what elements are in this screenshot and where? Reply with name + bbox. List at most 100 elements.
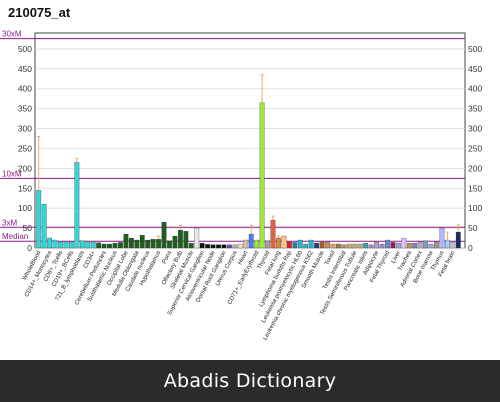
- bar: [330, 243, 336, 249]
- x-axis-categories: WholeBloodCD14+_MonocytesCD8+_TcellsCD19…: [22, 250, 457, 342]
- bar: [363, 243, 369, 249]
- bar: [205, 244, 211, 249]
- bar: [341, 244, 347, 249]
- bar: [101, 243, 107, 249]
- bar: [74, 162, 80, 249]
- bar: [319, 241, 325, 249]
- y-tick-label-left: 0: [27, 243, 32, 253]
- bar: [325, 241, 330, 249]
- y-tick-label-right: 350: [468, 104, 482, 114]
- bar: [69, 241, 74, 249]
- y-tick-label-left: 250: [18, 143, 32, 153]
- bar: [434, 241, 439, 249]
- bar: [79, 240, 85, 249]
- bar: [352, 243, 358, 249]
- bar: [123, 233, 129, 249]
- bar: [336, 243, 341, 249]
- bar: [308, 239, 314, 249]
- bar: [183, 231, 189, 249]
- y-tick-label-right: 250: [468, 143, 482, 153]
- bar: [36, 190, 42, 249]
- grid-lines: [35, 48, 465, 249]
- bar: [58, 241, 63, 249]
- bar: [401, 237, 407, 249]
- bar: [281, 235, 287, 249]
- bar: [96, 242, 102, 249]
- y-tick-label-right: 500: [468, 44, 482, 54]
- bar: [412, 243, 418, 249]
- bar: [286, 241, 292, 249]
- bar: [85, 242, 91, 249]
- bar: [259, 102, 265, 249]
- y-tick-label-right: 50: [468, 223, 478, 233]
- error-bars: [37, 74, 460, 241]
- bar: [455, 231, 461, 249]
- y-tick-label-left: 50: [23, 223, 33, 233]
- bar: [270, 219, 276, 249]
- bar: [357, 243, 363, 249]
- bar: [368, 244, 374, 249]
- bar: [406, 243, 412, 249]
- reference-line-label: 3xM: [2, 218, 17, 227]
- reference-line-label: 30xM: [2, 30, 22, 39]
- y-tick-label-right: 300: [468, 124, 482, 134]
- bar: [303, 243, 309, 249]
- bar: [167, 240, 172, 249]
- y-tick-label-right: 150: [468, 183, 482, 193]
- y-tick-label-right: 200: [468, 163, 482, 173]
- bar: [118, 242, 123, 249]
- bar: [423, 240, 428, 249]
- bar: [379, 243, 385, 249]
- bar: [47, 237, 53, 249]
- reference-line-label: Median: [2, 232, 28, 241]
- bar: [237, 243, 243, 249]
- y-tick-label-right: 100: [468, 203, 482, 213]
- y-tick-label-left: 150: [18, 183, 32, 193]
- bar: [128, 237, 134, 249]
- bar: [172, 235, 178, 249]
- bar: [395, 243, 401, 249]
- y-tick-label-right: 0: [468, 243, 473, 253]
- x-category-label: Liver: [391, 250, 402, 264]
- bar: [107, 243, 112, 249]
- y-axis-ticks: 0 0 50 50 100 100 150 150 200 200 250 250 300 300 350 3…: [18, 44, 483, 253]
- bar: [156, 239, 161, 249]
- bar: [444, 239, 450, 249]
- bar: [216, 244, 221, 249]
- bar: [145, 239, 151, 249]
- bar: [276, 237, 281, 249]
- bar: [199, 243, 205, 249]
- bar: [161, 221, 167, 249]
- x-category-label: Pons: [162, 250, 174, 265]
- bar: [265, 240, 270, 249]
- bar: [134, 239, 140, 249]
- y-tick-label-left: 350: [18, 104, 32, 114]
- bar: [194, 227, 200, 249]
- chart-title: 210075_at: [8, 5, 71, 20]
- bar: [112, 243, 118, 249]
- bar: [297, 239, 303, 249]
- bar: [150, 239, 156, 249]
- y-tick-label-left: 500: [18, 44, 32, 54]
- bar: [254, 239, 260, 249]
- bar: [346, 243, 352, 249]
- bar: [221, 244, 227, 249]
- y-tick-label-right: 450: [468, 64, 482, 74]
- bar: [232, 244, 238, 249]
- y-tick-label-left: 200: [18, 163, 32, 173]
- bar: [227, 244, 232, 249]
- bar: [439, 227, 445, 249]
- y-tick-label-right: 400: [468, 84, 482, 94]
- bar: [52, 239, 58, 249]
- footer-caption: Abadis Dictionary: [163, 370, 337, 392]
- footer-banner: Abadis Dictionary: [0, 360, 500, 402]
- bar: [63, 241, 69, 249]
- bar: [243, 239, 249, 249]
- expression-chart: 210075_at 30xM 10xM 3xM Median 0 0 50 50 100 100…: [0, 5, 483, 342]
- bar: [210, 244, 216, 249]
- bar: [428, 243, 434, 249]
- bars: [36, 102, 461, 249]
- y-tick-label-left: 400: [18, 84, 32, 94]
- bar: [41, 204, 47, 249]
- y-tick-label-left: 300: [18, 124, 32, 134]
